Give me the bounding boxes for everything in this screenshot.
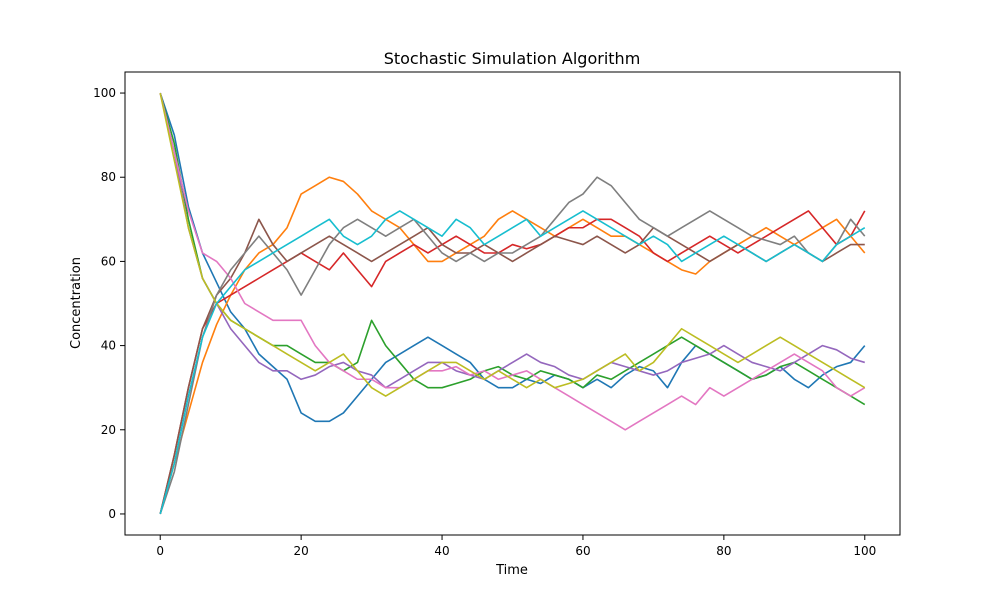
series-layer: [159, 92, 866, 515]
y-tick-label: 40: [101, 339, 116, 353]
x-tick-label: 60: [575, 544, 590, 558]
y-tick-label: 0: [108, 507, 116, 521]
axes-frame: [124, 71, 901, 536]
series-line-10: [159, 210, 866, 515]
series-line-8: [159, 176, 866, 515]
plot-area: 0 20 40 60 80 100 0 20 40 60 80 100: [93, 71, 901, 558]
x-tick-label: 100: [853, 544, 876, 558]
x-axis-label: Time: [495, 563, 528, 578]
series-line-2: [159, 176, 866, 515]
y-tick-label: 20: [101, 423, 116, 437]
x-tick-label: 40: [434, 544, 449, 558]
y-axis-ticks: 0 20 40 60 80 100: [93, 86, 125, 521]
y-axis-label: Concentration: [69, 257, 84, 349]
x-axis-ticks: 0 20 40 60 80 100: [156, 535, 876, 558]
series-line-7: [159, 92, 866, 431]
series-line-5: [159, 92, 865, 389]
series-line-4: [159, 210, 866, 515]
chart-title: Stochastic Simulation Algorithm: [384, 49, 641, 68]
x-tick-label: 20: [293, 544, 308, 558]
y-tick-label: 80: [101, 170, 116, 184]
y-tick-label: 100: [93, 86, 116, 100]
series-line-9: [159, 92, 866, 397]
x-tick-label: 80: [716, 544, 731, 558]
y-tick-label: 60: [101, 254, 116, 268]
x-tick-label: 0: [156, 544, 164, 558]
